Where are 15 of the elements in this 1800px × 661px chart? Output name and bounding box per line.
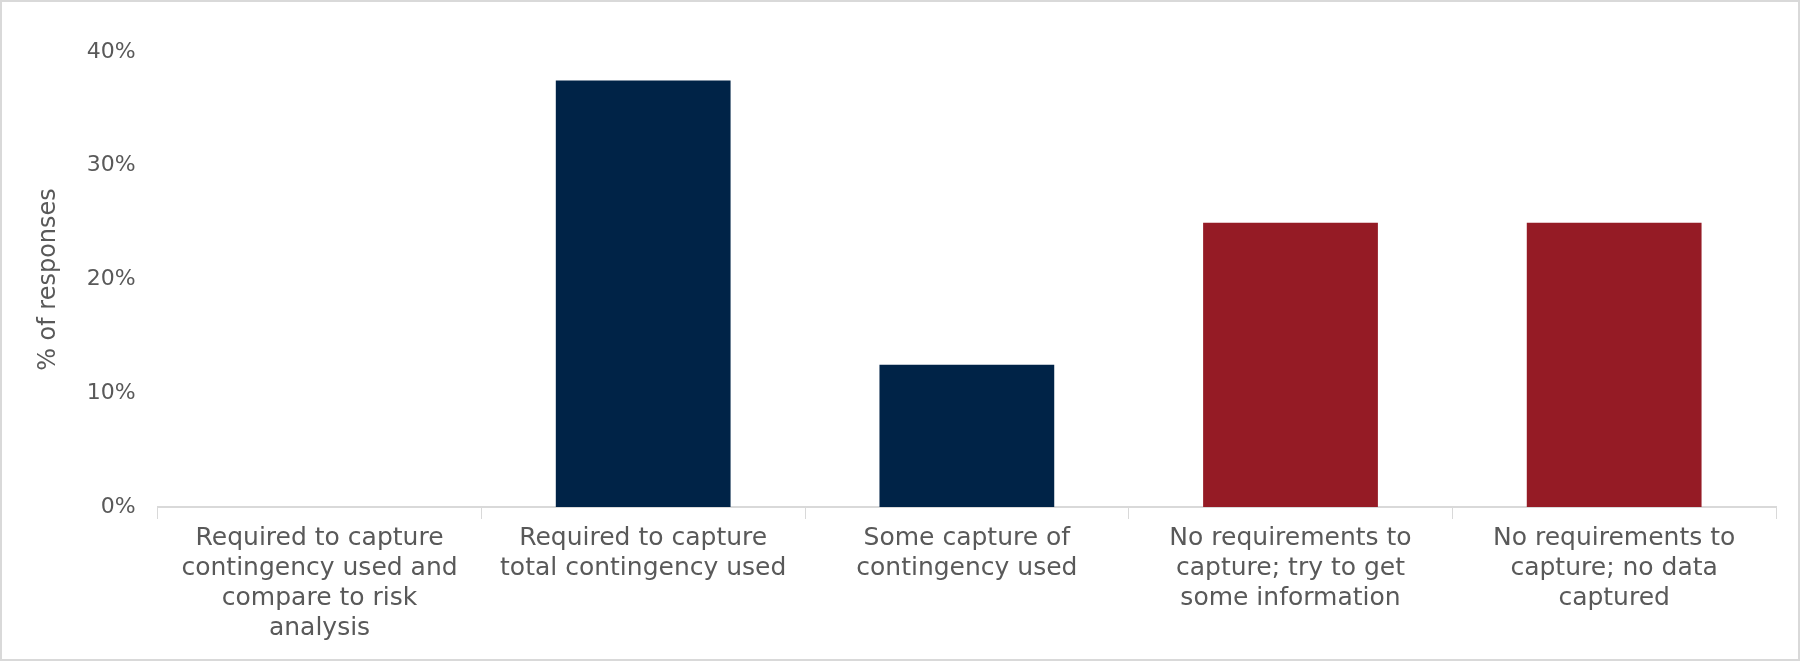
bar	[1526, 222, 1702, 507]
y-tick-label: 20%	[86, 265, 136, 291]
x-tick-label: No requirements to capture; try to get some information	[1169, 521, 1412, 611]
bar	[555, 80, 731, 507]
bar	[879, 364, 1055, 507]
y-tick-label: 30%	[86, 151, 136, 177]
bar	[1203, 222, 1378, 507]
x-tick-label: Required to capture total contingency used	[500, 521, 787, 581]
y-tick-label: 0%	[100, 492, 136, 518]
x-tick-label: Some capture of contingency used	[856, 521, 1078, 581]
x-tick-label: No requirements to capture; no data captured	[1493, 521, 1736, 611]
y-axis-title: % of responses	[32, 188, 61, 371]
y-tick-label: 10%	[86, 378, 136, 404]
x-tick-label: Required to capture contingency used and compare to risk analysis	[181, 521, 458, 641]
y-tick-label: 40%	[86, 37, 136, 63]
